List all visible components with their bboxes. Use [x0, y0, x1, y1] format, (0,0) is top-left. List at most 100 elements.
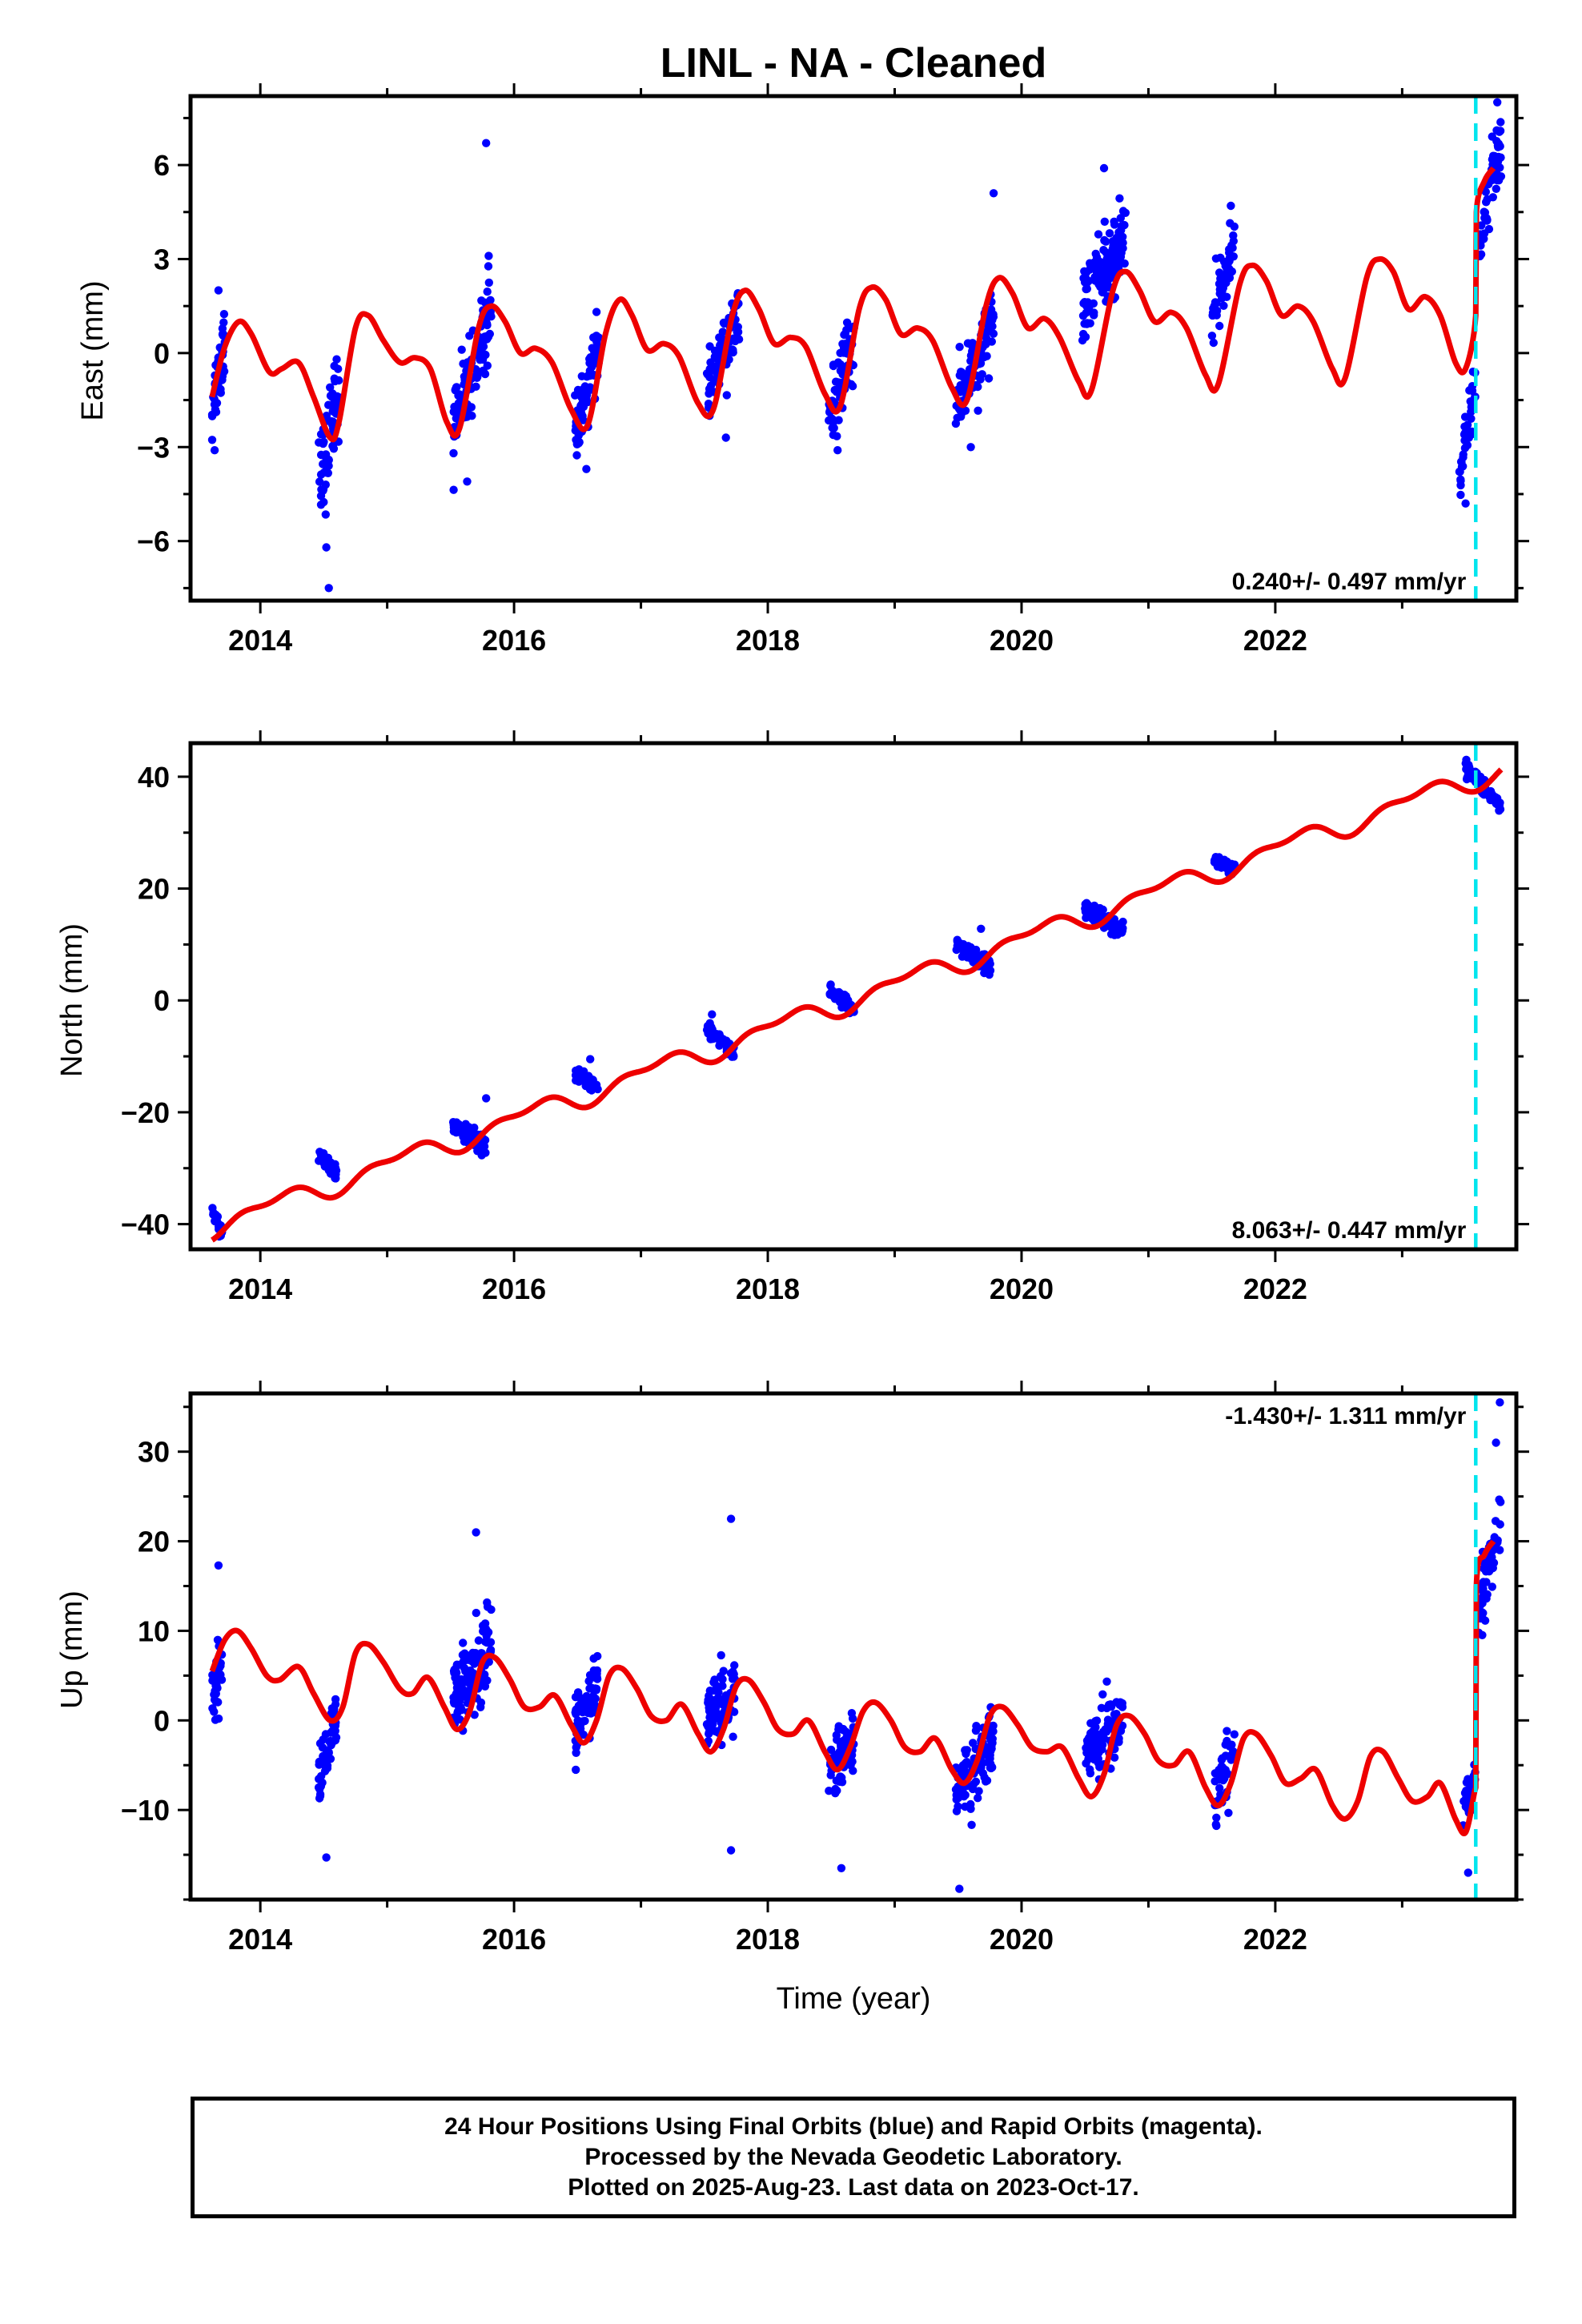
up-outlier-point	[1464, 1868, 1473, 1877]
east-panel: East (mm) 0.240+/- 0.497 mm/yr 2014 2016 2…	[76, 83, 1529, 657]
north-point	[825, 990, 834, 999]
north-fit-line	[211, 767, 1504, 1243]
north-x-tick-label: 2020	[990, 1273, 1054, 1305]
east-point	[571, 391, 580, 400]
north-point	[1082, 914, 1090, 923]
east-point	[1079, 299, 1088, 308]
north-outlier-point	[708, 1010, 717, 1019]
east-point	[316, 501, 326, 509]
north-point	[215, 1220, 223, 1229]
figure-title: LINL - NA - Cleaned	[661, 40, 1046, 86]
north-point	[477, 1151, 486, 1160]
up-point	[580, 1698, 588, 1707]
north-y-tick-label: 20	[138, 873, 170, 906]
up-outlier-point	[726, 1514, 736, 1523]
east-point	[830, 385, 839, 395]
east-point	[829, 430, 838, 440]
east-point	[1115, 194, 1124, 203]
up-point	[1103, 1715, 1113, 1724]
east-point	[1105, 229, 1114, 238]
up-point	[1496, 1498, 1505, 1506]
east-point	[1212, 299, 1221, 308]
east-fit-line	[209, 166, 1496, 443]
north-outlier-point	[586, 1055, 595, 1063]
east-point	[574, 431, 583, 440]
up-point	[1102, 1727, 1111, 1736]
east-point	[1086, 259, 1094, 269]
up-point	[986, 1763, 996, 1773]
footer-line-1: 24 Hour Positions Using Final Orbits (bl…	[444, 2113, 1263, 2140]
up-point	[572, 1748, 580, 1757]
up-point	[585, 1671, 595, 1679]
up-outlier-point	[726, 1846, 736, 1855]
east-axis-label: East (mm)	[76, 280, 110, 420]
north-point	[586, 1075, 596, 1084]
up-point	[1479, 1609, 1488, 1618]
up-point	[572, 1765, 580, 1775]
north-point	[452, 1118, 461, 1127]
up-point	[460, 1688, 470, 1697]
east-point	[1102, 275, 1110, 284]
east-point	[1492, 184, 1501, 193]
east-point	[1460, 430, 1470, 440]
up-x-tick-label: 2014	[228, 1923, 292, 1956]
up-point	[712, 1727, 721, 1735]
east-outlier-point	[210, 446, 219, 455]
east-point	[323, 468, 332, 477]
up-point	[316, 1782, 326, 1791]
east-point	[1456, 480, 1465, 490]
up-point	[214, 1714, 223, 1723]
up-point	[704, 1736, 713, 1746]
east-point	[974, 382, 982, 392]
up-point	[476, 1703, 485, 1711]
east-point	[1209, 338, 1219, 348]
north-point	[1495, 806, 1504, 815]
up-point	[982, 1777, 990, 1786]
up-point	[729, 1707, 739, 1716]
east-point	[324, 400, 333, 409]
east-point	[586, 357, 595, 366]
up-y-tick-label: 30	[138, 1436, 170, 1469]
up-point	[1086, 1728, 1096, 1738]
east-point	[1080, 278, 1090, 287]
up-point	[826, 1745, 836, 1755]
east-point	[984, 374, 994, 383]
footer-box: 24 Hour Positions Using Final Orbits (bl…	[191, 2097, 1516, 2218]
east-point	[1102, 257, 1112, 266]
up-point	[1223, 1727, 1231, 1735]
east-point	[1483, 216, 1492, 225]
up-point	[986, 1744, 995, 1753]
footer-line-2: Processed by the Nevada Geodetic Laborat…	[584, 2144, 1122, 2170]
east-point	[486, 296, 495, 304]
up-y-tick-label: 20	[138, 1526, 170, 1558]
up-outlier-point	[837, 1864, 846, 1872]
east-point	[733, 328, 743, 336]
up-point	[717, 1651, 725, 1660]
east-x-tick-label: 2016	[482, 624, 546, 657]
up-point	[1102, 1703, 1111, 1713]
east-plot-area	[207, 96, 1506, 601]
up-point	[573, 1688, 583, 1697]
up-point	[729, 1732, 737, 1741]
up-frame	[188, 1391, 1519, 1902]
east-point	[219, 310, 229, 319]
east-point	[827, 414, 836, 423]
up-point	[1110, 1753, 1119, 1762]
north-point	[1115, 928, 1124, 938]
north-point	[464, 1128, 473, 1138]
up-point	[468, 1648, 477, 1658]
east-point	[1477, 221, 1486, 230]
east-point	[1494, 176, 1504, 185]
east-point	[1115, 227, 1125, 237]
east-point	[332, 355, 341, 364]
east-point	[712, 354, 721, 363]
north-point	[707, 1023, 716, 1031]
up-point	[835, 1753, 845, 1762]
east-point	[1082, 267, 1091, 277]
north-outlier-point	[482, 1094, 491, 1103]
up-x-tick-label: 2016	[482, 1923, 546, 1956]
up-point	[837, 1773, 846, 1782]
up-point	[481, 1629, 491, 1638]
east-x-tick-label: 2014	[228, 624, 292, 657]
up-point	[456, 1715, 464, 1724]
